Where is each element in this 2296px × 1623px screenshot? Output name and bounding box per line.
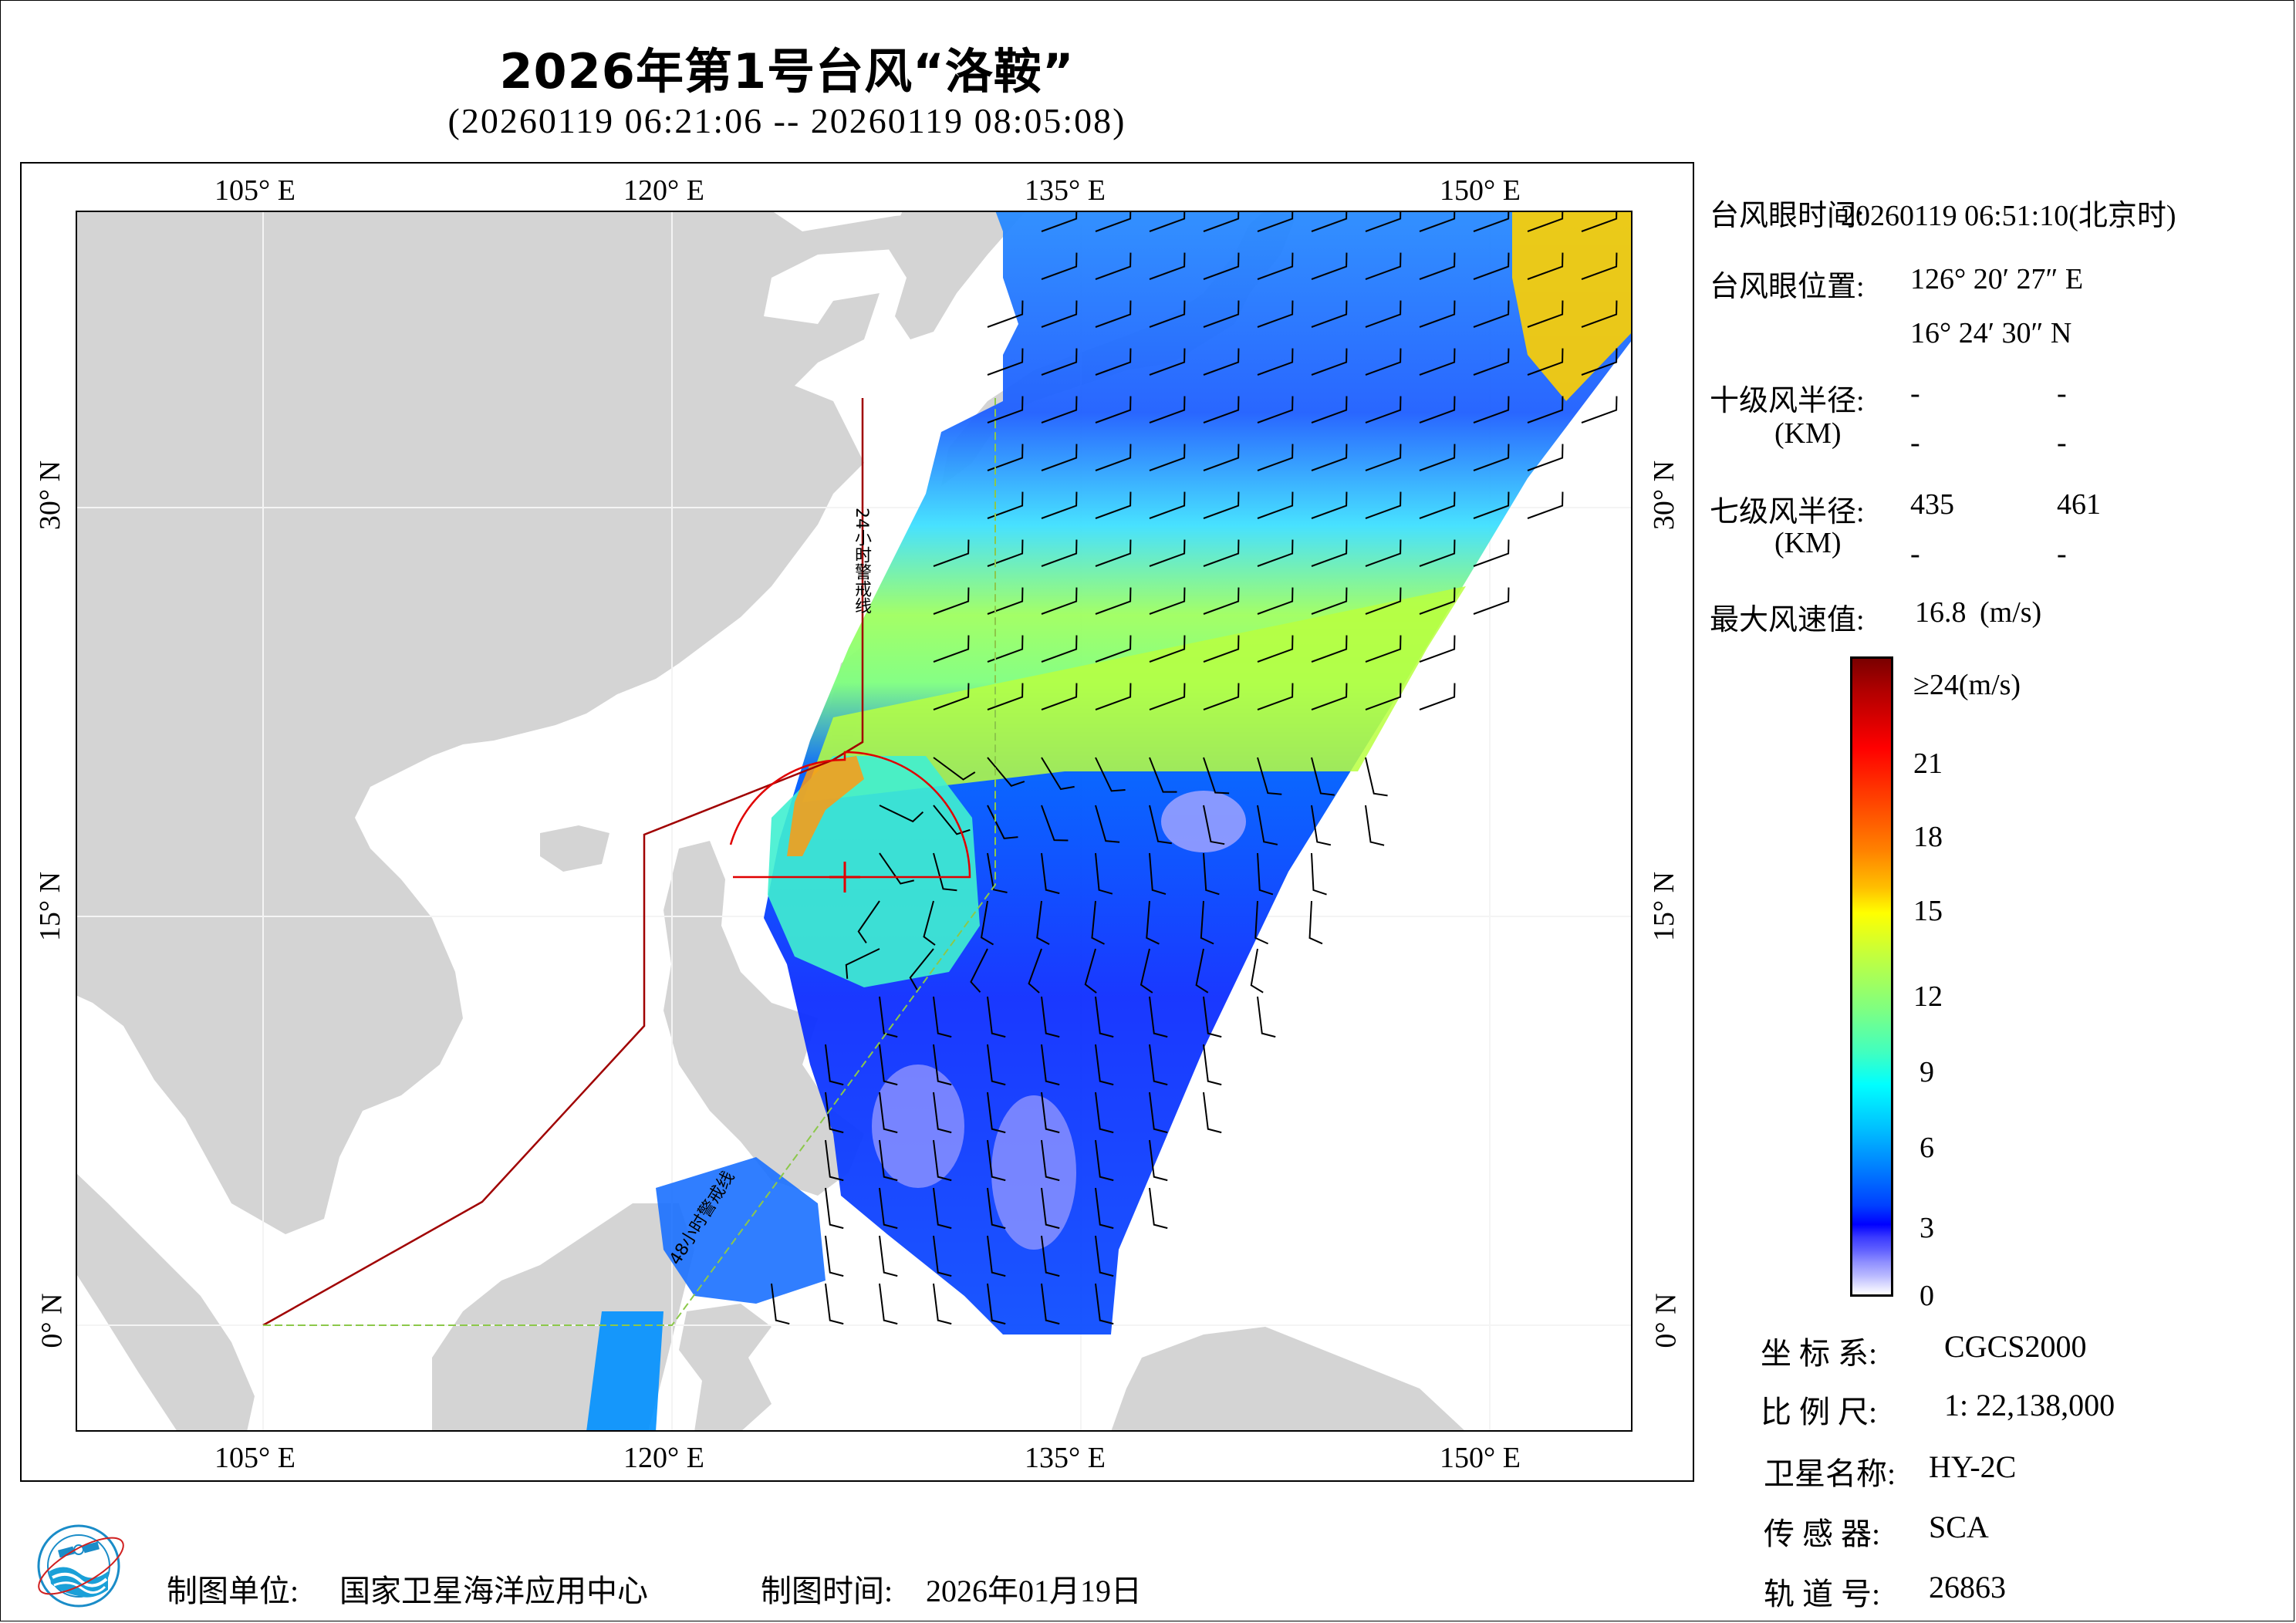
bottom-lon-label-105: 105° E <box>214 1442 295 1474</box>
bottom-lon-label-120: 120° E <box>623 1442 704 1474</box>
wind-swath-south-2 <box>586 1311 663 1432</box>
orbit-label: 轨 道 号: <box>1764 1577 1881 1611</box>
r7-value-1: 435 <box>1910 488 1954 521</box>
r7-unit: (KM) <box>1774 527 1842 559</box>
bottom-lon-label-135: 135° E <box>1025 1442 1106 1474</box>
producer-label: 制图单位: <box>167 1574 299 1608</box>
colorbar-label-0: 0 <box>1920 1280 1934 1312</box>
producer-value: 国家卫星海洋应用中心 <box>339 1574 648 1608</box>
typhoon-center-marker <box>829 862 860 892</box>
left-lat-label-0: 0° N <box>35 1293 69 1348</box>
time-range-subtitle: (20260119 06:21:06 -- 20260119 08:05:08) <box>447 101 1126 140</box>
top-lon-label-135: 135° E <box>1025 174 1106 207</box>
r10-value-1: - <box>1910 377 1920 410</box>
warning-line-24h <box>262 398 864 1327</box>
r10-unit: (KM) <box>1774 417 1842 450</box>
right-lat-label-15: 15° N <box>1648 871 1681 942</box>
eye-longitude: 126° 20′ 27″ E <box>1910 263 2084 295</box>
colorbar-label-21: 21 <box>1913 747 1943 780</box>
max-wind-value: 16.8 <box>1915 596 1967 629</box>
wind-swath-south <box>656 1157 826 1304</box>
calm-patch <box>991 1095 1076 1250</box>
wind-high-ne <box>1512 211 1633 401</box>
colorbar-label-24: ≥24(m/s) <box>1913 669 2021 701</box>
left-lat-label-30: 30° N <box>34 460 67 531</box>
r10-value-4: - <box>2057 427 2067 459</box>
calm-patch <box>872 1065 964 1188</box>
max-wind-label: 最大风速值: <box>1710 604 1865 636</box>
date-value: 2026年01月19日 <box>926 1574 1142 1608</box>
colorbar-label-9: 9 <box>1920 1056 1934 1088</box>
land-sulawesi <box>679 1304 772 1432</box>
right-lat-label-30: 30° N <box>1648 460 1681 531</box>
crs-label: 坐 标 系: <box>1761 1336 1878 1371</box>
r7-value-2: 461 <box>2057 488 2101 521</box>
scale-value: 1: 22,138,000 <box>1944 1388 2115 1422</box>
land-asia-mainland <box>76 211 964 1234</box>
land-new-guinea <box>1111 1327 1466 1432</box>
eye-time-value: 20260119 06:51:10(北京时) <box>1841 200 2176 232</box>
wind-band-high <box>802 586 1466 802</box>
right-lat-label-0: 0° N <box>1649 1293 1683 1348</box>
date-label: 制图时间: <box>761 1574 893 1608</box>
warning-line-24h-label: 24小时警戒线 <box>852 508 871 614</box>
top-lon-label-120: 120° E <box>623 174 704 207</box>
r10-value-2: - <box>2057 377 2067 410</box>
eye-position-label: 台风眼位置: <box>1710 271 1865 303</box>
warning-line-48h <box>263 398 996 1326</box>
wind-speed-colorbar <box>1850 656 1893 1297</box>
max-wind-unit: (m/s) <box>1980 596 2042 629</box>
satellite-label: 卫星名称: <box>1764 1456 1896 1491</box>
eye-latitude: 16° 24′ 30″ N <box>1910 317 2072 349</box>
colorbar-label-6: 6 <box>1920 1132 1934 1164</box>
sensor-label: 传 感 器: <box>1764 1517 1881 1551</box>
nsoas-logo-icon <box>31 1516 131 1616</box>
r7-label: 七级风半径: <box>1710 496 1865 528</box>
crs-value: CGCS2000 <box>1944 1329 2087 1364</box>
r7-value-3: - <box>1910 538 1920 570</box>
land-korea <box>887 211 1026 339</box>
top-lon-label-105: 105° E <box>214 174 295 207</box>
r10-value-3: - <box>1910 427 1920 459</box>
calm-patch <box>1161 791 1246 852</box>
map-frame <box>20 162 1694 1482</box>
left-lat-label-15: 15° N <box>34 871 67 942</box>
orbit-value: 26863 <box>1929 1570 2006 1604</box>
scale-label: 比 例 尺: <box>1761 1395 1878 1429</box>
land-hainan <box>540 825 609 872</box>
land-philippines <box>663 841 864 1196</box>
wind-barbs <box>771 211 1618 1325</box>
land-sumatra <box>76 1173 255 1432</box>
wind-swath <box>764 211 1633 1335</box>
colorbar-label-15: 15 <box>1913 895 1943 927</box>
map-title: 2026年第1号台风“洛鞍” <box>499 43 1075 100</box>
r7-value-4: - <box>2057 538 2067 570</box>
wind-radius-7-arc <box>729 751 971 879</box>
r10-label: 十级风半径: <box>1710 385 1865 417</box>
wind-field-map[interactable]: 24小时警戒线 48小时警戒线 <box>76 211 1633 1432</box>
sensor-value: SCA <box>1929 1510 1989 1544</box>
satellite-value: HY-2C <box>1929 1449 2017 1484</box>
colorbar-label-18: 18 <box>1913 821 1943 853</box>
colorbar-label-12: 12 <box>1913 980 1943 1013</box>
typhoon-high-wind-arc <box>787 756 864 856</box>
bottom-lon-label-150: 150° E <box>1440 1442 1521 1474</box>
colorbar-label-3: 3 <box>1920 1212 1934 1244</box>
top-lon-label-150: 150° E <box>1440 174 1521 207</box>
eye-time-label: 台风眼时间: <box>1710 200 1865 232</box>
